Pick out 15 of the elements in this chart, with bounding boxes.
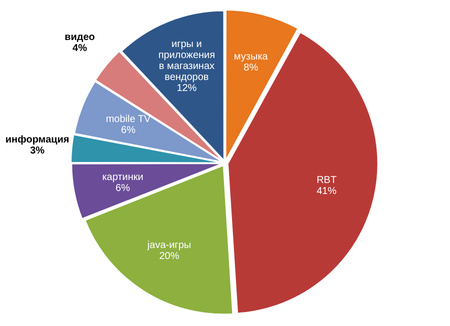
slice-label: видео xyxy=(64,32,95,44)
slice-label: java-игры xyxy=(146,240,192,252)
data-label: 20% xyxy=(159,251,180,262)
slice-label: музыка xyxy=(234,51,268,62)
slice-label: информация xyxy=(5,134,70,146)
data-label: 12% xyxy=(176,82,197,94)
data-label: 6% xyxy=(121,124,136,136)
data-label: 41% xyxy=(316,186,337,197)
slice-label: картинки xyxy=(102,172,144,183)
slice-label: игры и приложения в магазинах вендоров xyxy=(158,38,216,83)
data-label: 6% xyxy=(116,182,130,194)
data-label: 4% xyxy=(72,43,88,54)
slice-label: RBT xyxy=(316,174,337,186)
data-label: 3% xyxy=(30,146,45,157)
data-label: 8% xyxy=(244,62,258,74)
